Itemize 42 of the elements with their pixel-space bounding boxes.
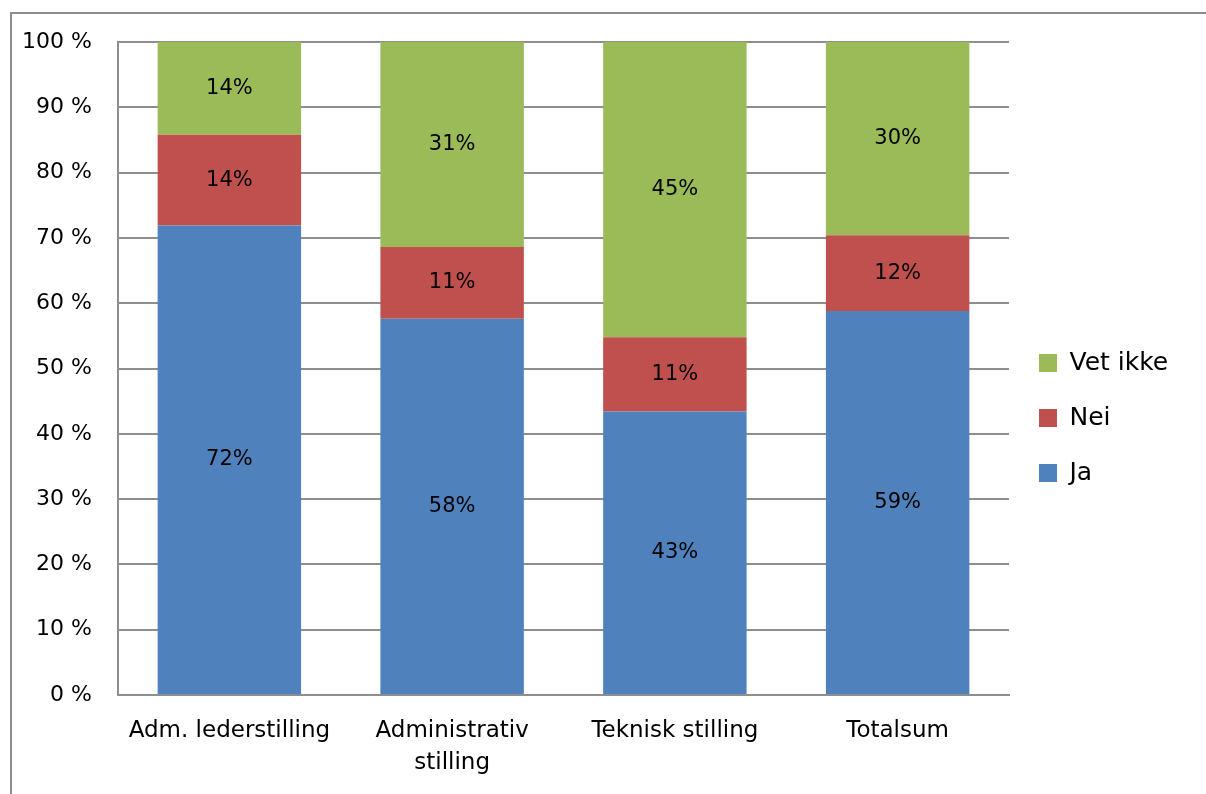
bar [825,235,970,312]
data-label: 31% [428,130,476,155]
bar [157,42,302,135]
bar [380,247,524,319]
data-label: 30% [874,125,921,150]
bar [603,411,747,694]
y-tick-label: 30 % [36,484,92,510]
data-label: 59% [874,488,921,513]
bar [825,42,970,236]
y-tick-label: 60 % [36,288,92,314]
y-tick-label: 40 % [36,419,92,445]
data-label: 72% [206,446,253,471]
data-label: 12% [874,259,921,284]
y-tick-label: 100 % [22,27,92,53]
bar [825,311,970,694]
y-tick-label: 10 % [36,615,92,641]
x-tick-label: Administrativ stilling [375,716,529,775]
data-label: 11% [428,269,476,294]
data-label: 14% [206,166,253,191]
x-tick-label: Totalsum [845,716,949,743]
y-tick-label: 50 % [36,354,92,380]
data-label: 45% [651,176,699,201]
legend-label: Ja [1067,456,1093,486]
x-tick-label: Teknisk stilling [590,716,759,743]
y-tick-label: 20 % [36,550,92,576]
bar [603,42,747,338]
bar [157,134,302,226]
y-tick-label: 80 % [36,158,92,184]
legend-label: Nei [1069,401,1111,431]
y-tick-label: 0 % [50,680,92,706]
data-label: 58% [428,492,476,517]
data-label: 11% [651,360,699,385]
data-label: 43% [651,539,699,564]
x-tick-label: Adm. lederstilling [128,716,331,743]
bar [380,318,524,694]
bar [157,225,302,694]
y-tick-label: 70 % [36,223,92,249]
bar [380,42,524,248]
legend-label: Vet ikke [1069,346,1169,376]
data-label: 14% [206,74,253,99]
bar [603,337,747,412]
y-tick-label: 90 % [36,93,92,119]
